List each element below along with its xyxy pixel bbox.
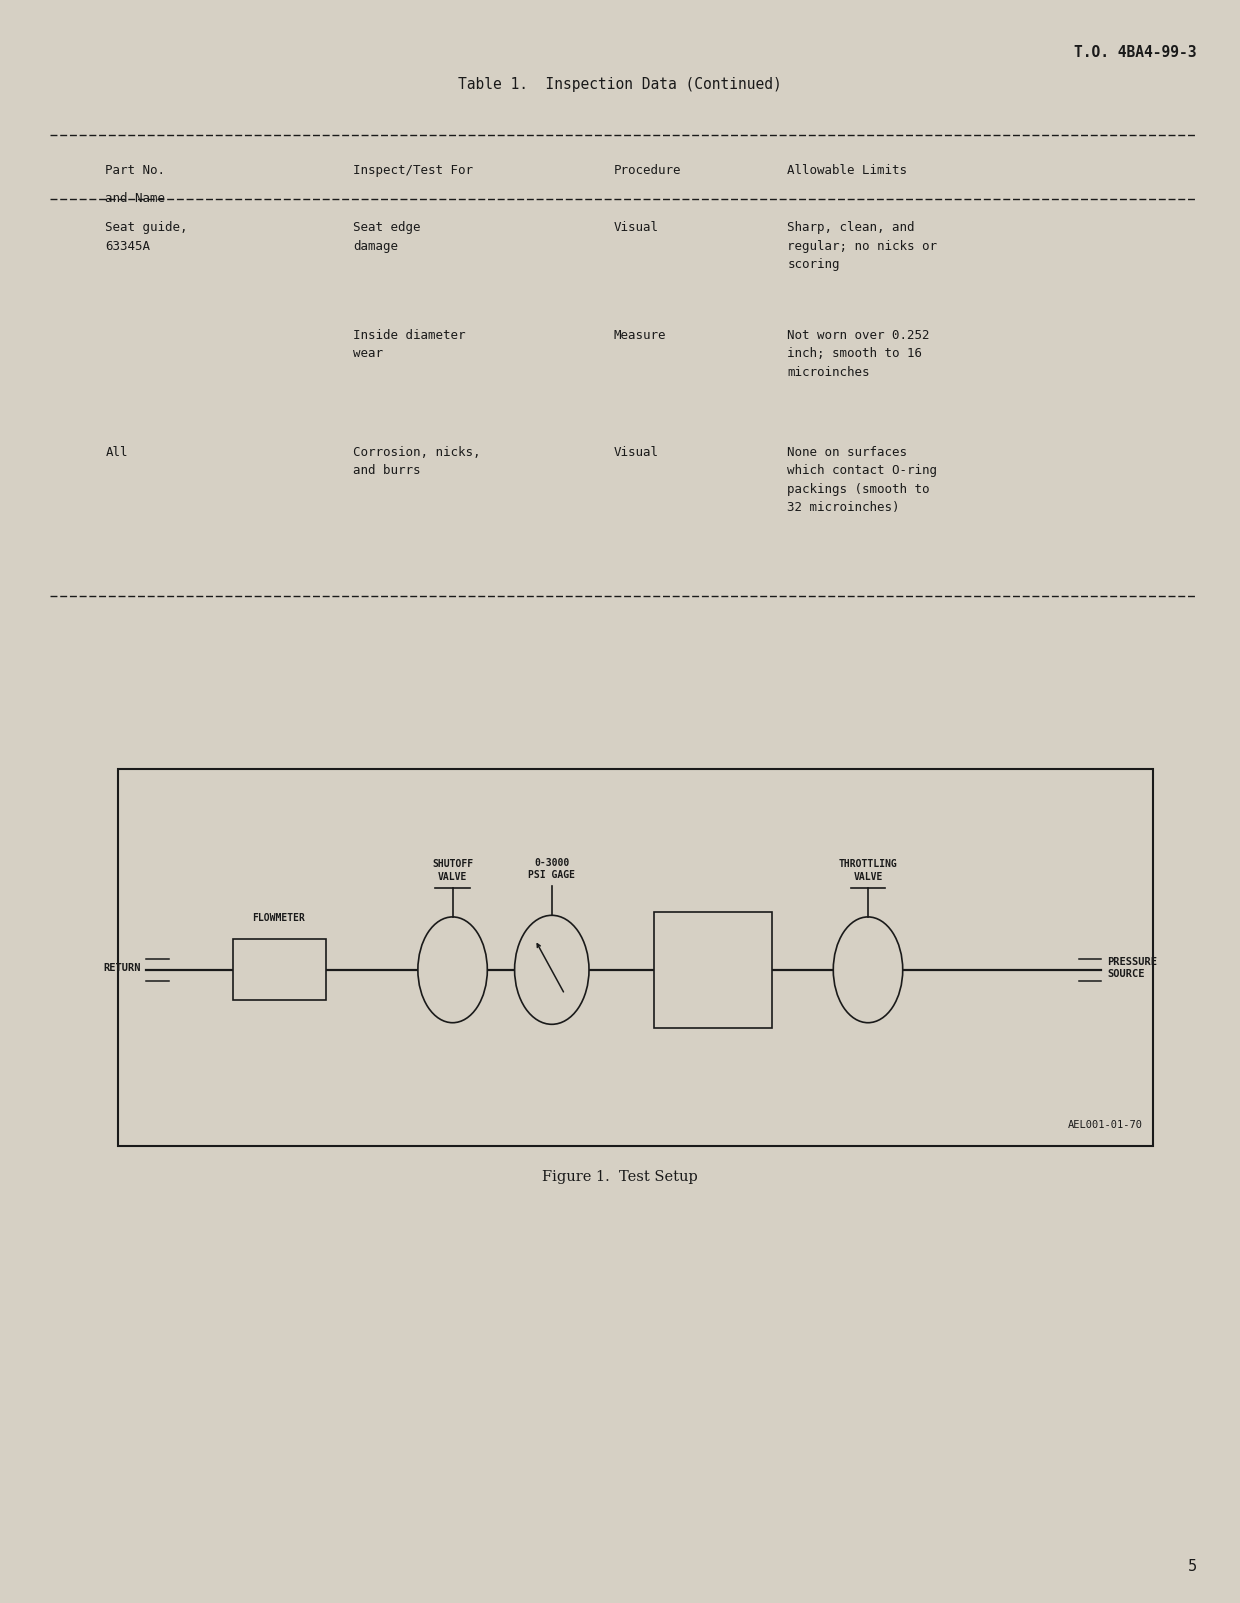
Bar [233, 939, 325, 1000]
Text: Sharp, clean, and
regular; no nicks or
scoring: Sharp, clean, and regular; no nicks or s… [787, 221, 937, 271]
Text: Corrosion, nicks,
and burrs: Corrosion, nicks, and burrs [353, 446, 481, 478]
Text: Figure 1.  Test Setup: Figure 1. Test Setup [542, 1170, 698, 1185]
Ellipse shape [418, 917, 487, 1023]
Text: Visual: Visual [614, 446, 658, 458]
Text: 0-3000
PSI GAGE: 0-3000 PSI GAGE [528, 858, 575, 880]
Text: Inside diameter
wear: Inside diameter wear [353, 329, 466, 361]
Text: Table 1.  Inspection Data (Continued): Table 1. Inspection Data (Continued) [458, 77, 782, 91]
Text: 5: 5 [1188, 1560, 1197, 1574]
Text: THROTTLING
VALVE: THROTTLING VALVE [838, 859, 898, 882]
Text: Measure: Measure [614, 329, 666, 341]
Text: and Name: and Name [105, 192, 165, 205]
Text: FLOWMETER: FLOWMETER [253, 914, 305, 923]
Bar [118, 769, 1153, 1146]
Text: None on surfaces
which contact O-ring
packings (smooth to
32 microinches): None on surfaces which contact O-ring pa… [787, 446, 937, 515]
Text: Part No.: Part No. [105, 164, 165, 176]
Ellipse shape [833, 917, 903, 1023]
Ellipse shape [515, 915, 589, 1024]
Text: T.O. 4BA4-99-3: T.O. 4BA4-99-3 [1074, 45, 1197, 59]
Text: Procedure: Procedure [614, 164, 681, 176]
Bar [655, 912, 771, 1028]
Text: Visual: Visual [614, 221, 658, 234]
Text: VALVE
UNDER
TEST: VALVE UNDER TEST [698, 949, 728, 984]
Text: All: All [105, 446, 128, 458]
Text: RETURN: RETURN [104, 963, 141, 973]
Text: Seat guide,
63345A: Seat guide, 63345A [105, 221, 188, 253]
Text: AEL001-01-70: AEL001-01-70 [1069, 1120, 1143, 1130]
Text: Seat edge
damage: Seat edge damage [353, 221, 420, 253]
Text: SHUTOFF
VALVE: SHUTOFF VALVE [432, 859, 474, 882]
Text: Not worn over 0.252
inch; smooth to 16
microinches: Not worn over 0.252 inch; smooth to 16 m… [787, 329, 930, 378]
Text: PRESSURE
SOURCE: PRESSURE SOURCE [1107, 957, 1157, 979]
Text: Allowable Limits: Allowable Limits [787, 164, 908, 176]
Text: Inspect/Test For: Inspect/Test For [353, 164, 474, 176]
